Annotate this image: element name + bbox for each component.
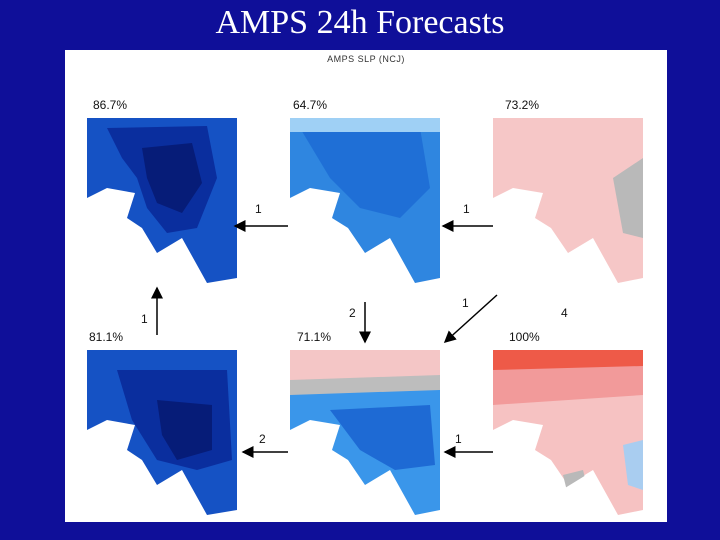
pct-top-middle: 64.7% (293, 98, 328, 112)
pct-bottom-left: 81.1% (89, 330, 124, 344)
arrow-label-2: 1 (463, 202, 470, 216)
pct-top-left: 86.7% (93, 98, 128, 112)
arrow-label-7: 2 (259, 432, 266, 446)
map-top-left (87, 118, 237, 283)
slide-title: AMPS 24h Forecasts (215, 4, 505, 41)
map-bottom-left (87, 350, 237, 515)
pct-bottom-right: 100% (509, 330, 540, 344)
arrow-label-4: 2 (349, 306, 356, 320)
arrow-5 (443, 294, 498, 344)
arrow-label-3: 1 (141, 312, 148, 326)
arrow-label-5: 1 (462, 296, 469, 310)
arrow-label-8: 1 (455, 432, 462, 446)
map-top-middle (290, 118, 440, 283)
pct-bottom-middle: 71.1% (297, 330, 332, 344)
arrow-label-6: 4 (561, 306, 568, 320)
forecast-panel: AMPS SLP (NCJ) 86.7% 64.7% 73.2% 81.1% 7… (65, 50, 667, 522)
pct-top-right: 73.2% (505, 98, 540, 112)
arrow-label-1: 1 (255, 202, 262, 216)
map-bottom-right (493, 350, 643, 515)
arrows-layer (151, 220, 498, 458)
map-bottom-middle (290, 350, 440, 515)
map-top-right (493, 118, 643, 283)
panel-subtitle: AMPS SLP (NCJ) (327, 54, 405, 64)
